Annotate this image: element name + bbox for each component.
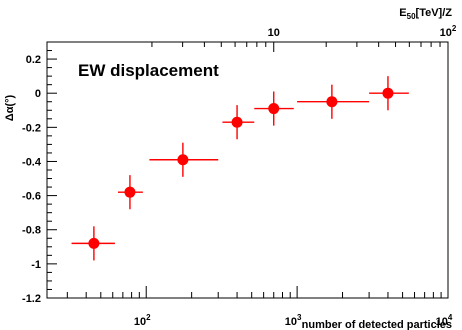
point-marker xyxy=(231,116,243,128)
top-tick-label: 102 xyxy=(440,24,457,39)
data-points xyxy=(71,76,409,261)
y-axis-label: Δα(°) xyxy=(4,94,16,121)
data-point xyxy=(149,142,219,177)
y-tick-label: -1.2 xyxy=(22,293,41,305)
chart-title: EW displacement xyxy=(78,61,219,80)
point-marker xyxy=(326,96,338,108)
x-tick-label: 104 xyxy=(436,313,453,328)
data-point xyxy=(297,84,370,119)
data-point xyxy=(71,226,115,261)
y-tick-label: 0 xyxy=(35,88,41,100)
y-tick-label: -0.4 xyxy=(22,156,42,168)
x-tick-label: 102 xyxy=(134,313,151,328)
point-marker xyxy=(382,87,394,99)
y-tick-label: -0.6 xyxy=(22,191,41,203)
data-point xyxy=(369,76,409,111)
data-point xyxy=(254,91,294,126)
y-tick-label: -0.2 xyxy=(22,122,41,134)
data-point xyxy=(222,105,255,140)
x-axis-label: number of detected particles xyxy=(302,319,452,330)
axis-labels: 0.2 0 -0.2 -0.4 -0.6 -0.8 -1 -1.2 102 103 104 10 102… xyxy=(4,7,457,330)
data-point xyxy=(117,175,143,210)
point-marker xyxy=(124,186,136,198)
y-tick-label: -0.8 xyxy=(22,225,41,237)
point-marker xyxy=(268,103,280,115)
x-tick-label: 103 xyxy=(285,313,302,328)
point-marker xyxy=(177,154,189,166)
axis-ticks xyxy=(47,41,449,299)
y-tick-label: -1 xyxy=(31,259,41,271)
top-tick-label: 10 xyxy=(268,27,280,39)
point-marker xyxy=(88,237,100,249)
y-tick-label: 0.2 xyxy=(26,54,41,66)
top-axis-label: E50[TeV]/Z xyxy=(399,7,452,21)
